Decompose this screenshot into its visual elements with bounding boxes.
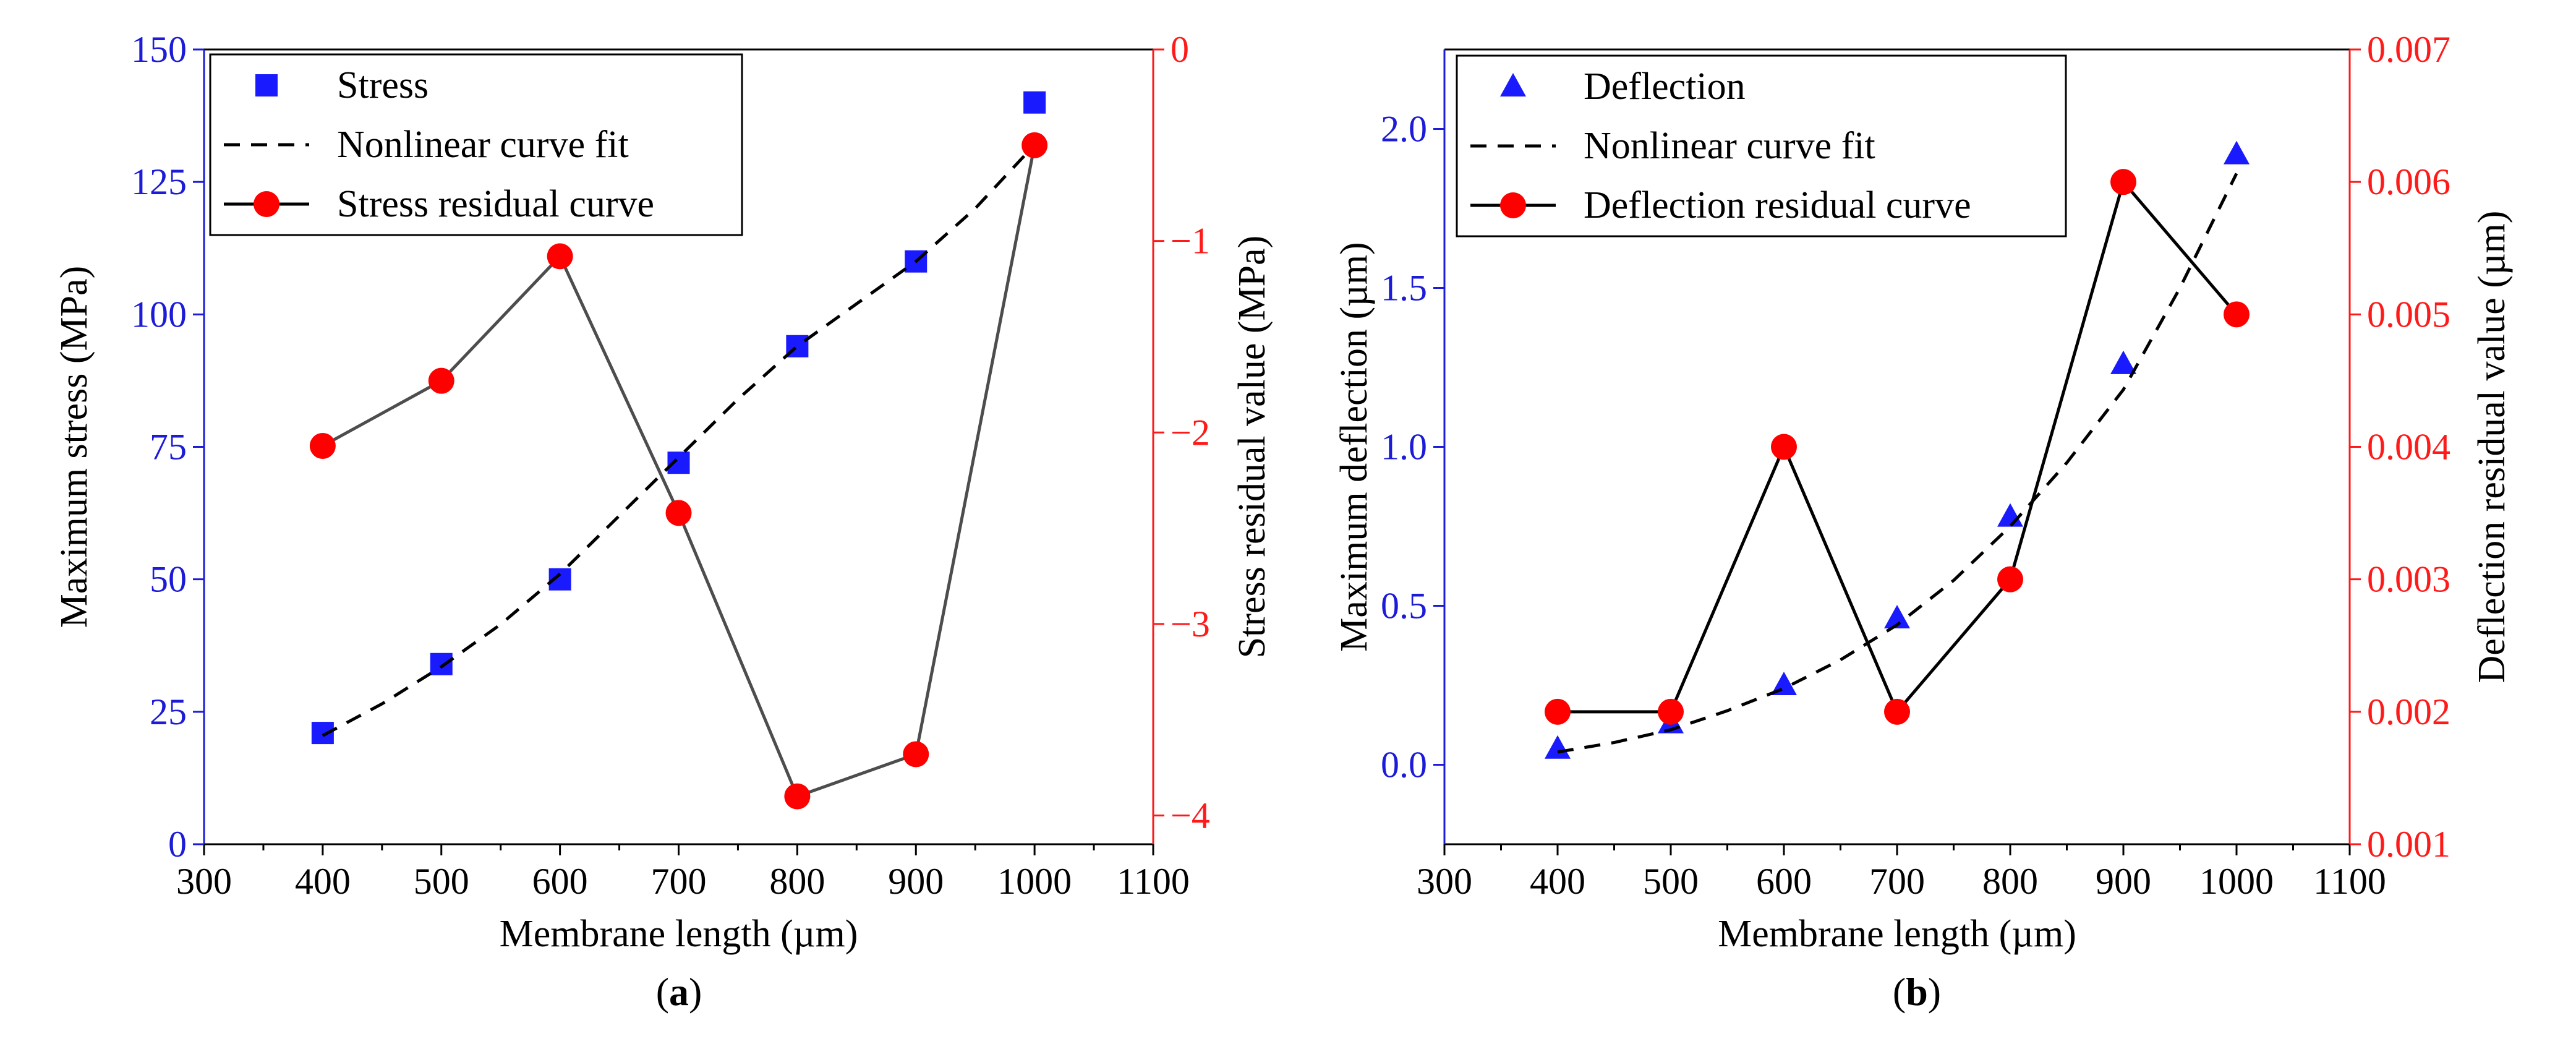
triangle-point [2224,140,2250,165]
y2-tick-label: −1 [1171,221,1210,262]
residual-point [784,783,811,810]
y-tick-label: 125 [131,161,187,202]
y2-axis-title: Stress residual value (MPa) [1231,236,1273,659]
legend-residual-marker [254,191,279,217]
x-tick-label: 800 [769,861,825,902]
y-tick-label: 50 [150,559,187,600]
legend-label: Nonlinear curve fit [1584,125,1875,167]
panel-caption: (b) [1893,970,1941,1014]
x-tick-label: 300 [1417,861,1472,902]
series-line-marker [1545,169,2250,725]
fit-curve-line [322,143,1036,737]
y-tick-label: 25 [150,691,187,732]
x-tick-label: 300 [176,861,232,902]
x-tick-label: 1100 [1117,861,1190,902]
legend-label: Deflection residual curve [1584,184,1971,226]
x-tick-label: 700 [1869,861,1925,902]
y2-tick-label: −4 [1171,795,1210,836]
square-point [667,451,690,474]
residual-point [1545,698,1571,725]
legend-box [1456,54,2067,238]
x-tick-label: 600 [1756,861,1812,902]
panel-caption: (a) [656,970,702,1014]
legend-residual-marker [1500,192,1526,218]
y2-tick-label: 0.001 [2367,824,2450,865]
y2-tick-label: 0.002 [2367,691,2450,732]
x-tick-label: 600 [532,861,588,902]
panel-caption-letter: b [1906,970,1928,1014]
legend-square-marker [255,74,278,96]
x-tick-label: 900 [2096,861,2151,902]
residual-point [1658,698,1684,725]
x-tick-label: 900 [888,861,944,902]
x-axis-title: Membrane length (µm) [1718,913,2076,955]
x-axis-title: Membrane length (µm) [500,913,858,955]
fit-curve-line [1557,173,2238,754]
y2-tick-label: 0.004 [2367,427,2450,468]
y2-tick-label: 0 [1171,29,1189,70]
series-line-marker [309,132,1048,810]
legend-triangle-marker [1500,73,1526,96]
x-tick-label: 800 [1982,861,2038,902]
residual-point [2110,169,2136,195]
x-tick-label: 500 [414,861,469,902]
square-point [1023,91,1046,114]
panel-a: 300 400 500 600 700 800 900 1000 1100 0 25 50 75 100 1… [53,29,1273,1014]
residual-point [547,243,573,270]
x-tick-label: 1100 [2313,861,2386,902]
series-dashed-line [322,143,1036,737]
panel-b: 300 400 500 600 700 800 900 1000 1100 0.0 0.5 1.0 1.… [1333,29,2513,1014]
y2-axis-title: Deflection residual value (µm) [2471,211,2513,683]
panel-caption-letter: a [669,970,689,1014]
series-dashed-line [1557,173,2238,754]
y-axis-title: Maximum deflection (µm) [1333,242,1375,651]
x-tick-label: 500 [1643,861,1699,902]
x-tick-label: 1000 [2199,861,2274,902]
triangle-point [1884,605,1910,629]
y2-tick-label: 0.003 [2367,559,2450,600]
residual-point [1771,434,1797,460]
triangle-point [1771,672,1797,695]
y-tick-label: 100 [131,294,187,335]
y-tick-label: 150 [131,29,187,70]
x-tick-label: 700 [651,861,707,902]
y-tick-label: 0.5 [1381,586,1427,627]
x-tick-label: 1000 [997,861,1072,902]
y-tick-label: 2.0 [1381,109,1427,150]
x-tick-label: 400 [295,861,351,902]
y2-tick-label: 0.007 [2367,29,2450,70]
legend-label: Nonlinear curve fit [337,124,629,166]
triangle-point [2110,350,2136,374]
legend: Stress Nonlinear curve fit Stress residual… [209,53,743,236]
y-tick-label: 0.0 [1381,745,1427,785]
residual-point [428,367,454,394]
triangle-point [1545,735,1571,759]
square-point [430,653,453,675]
y2-tick-label: 0.005 [2367,294,2450,335]
residual-point [1884,698,1910,725]
y-tick-label: 1.0 [1381,427,1427,468]
legend-label: Stress [337,64,429,106]
legend-label: Deflection [1584,66,1746,108]
legend-label: Stress residual curve [337,183,654,225]
x-tick-label: 400 [1530,861,1585,902]
y2-tick-label: −2 [1171,412,1210,453]
y2-tick-label: 0.006 [2367,161,2450,202]
residual-point [903,741,929,768]
residual-point [2224,301,2250,328]
residual-point [665,500,692,526]
y-tick-label: 75 [150,427,187,468]
residual-point [1021,132,1048,158]
y-axis-title: Maximum stress (MPa) [53,266,95,628]
y2-tick-label: −3 [1171,604,1210,644]
residual-point [309,432,336,459]
y-tick-label: 1.5 [1381,268,1427,309]
y-tick-label: 0 [168,824,187,865]
legend: Deflection Nonlinear curve fit Deflection … [1456,54,2067,238]
residual-point [1997,566,2023,593]
